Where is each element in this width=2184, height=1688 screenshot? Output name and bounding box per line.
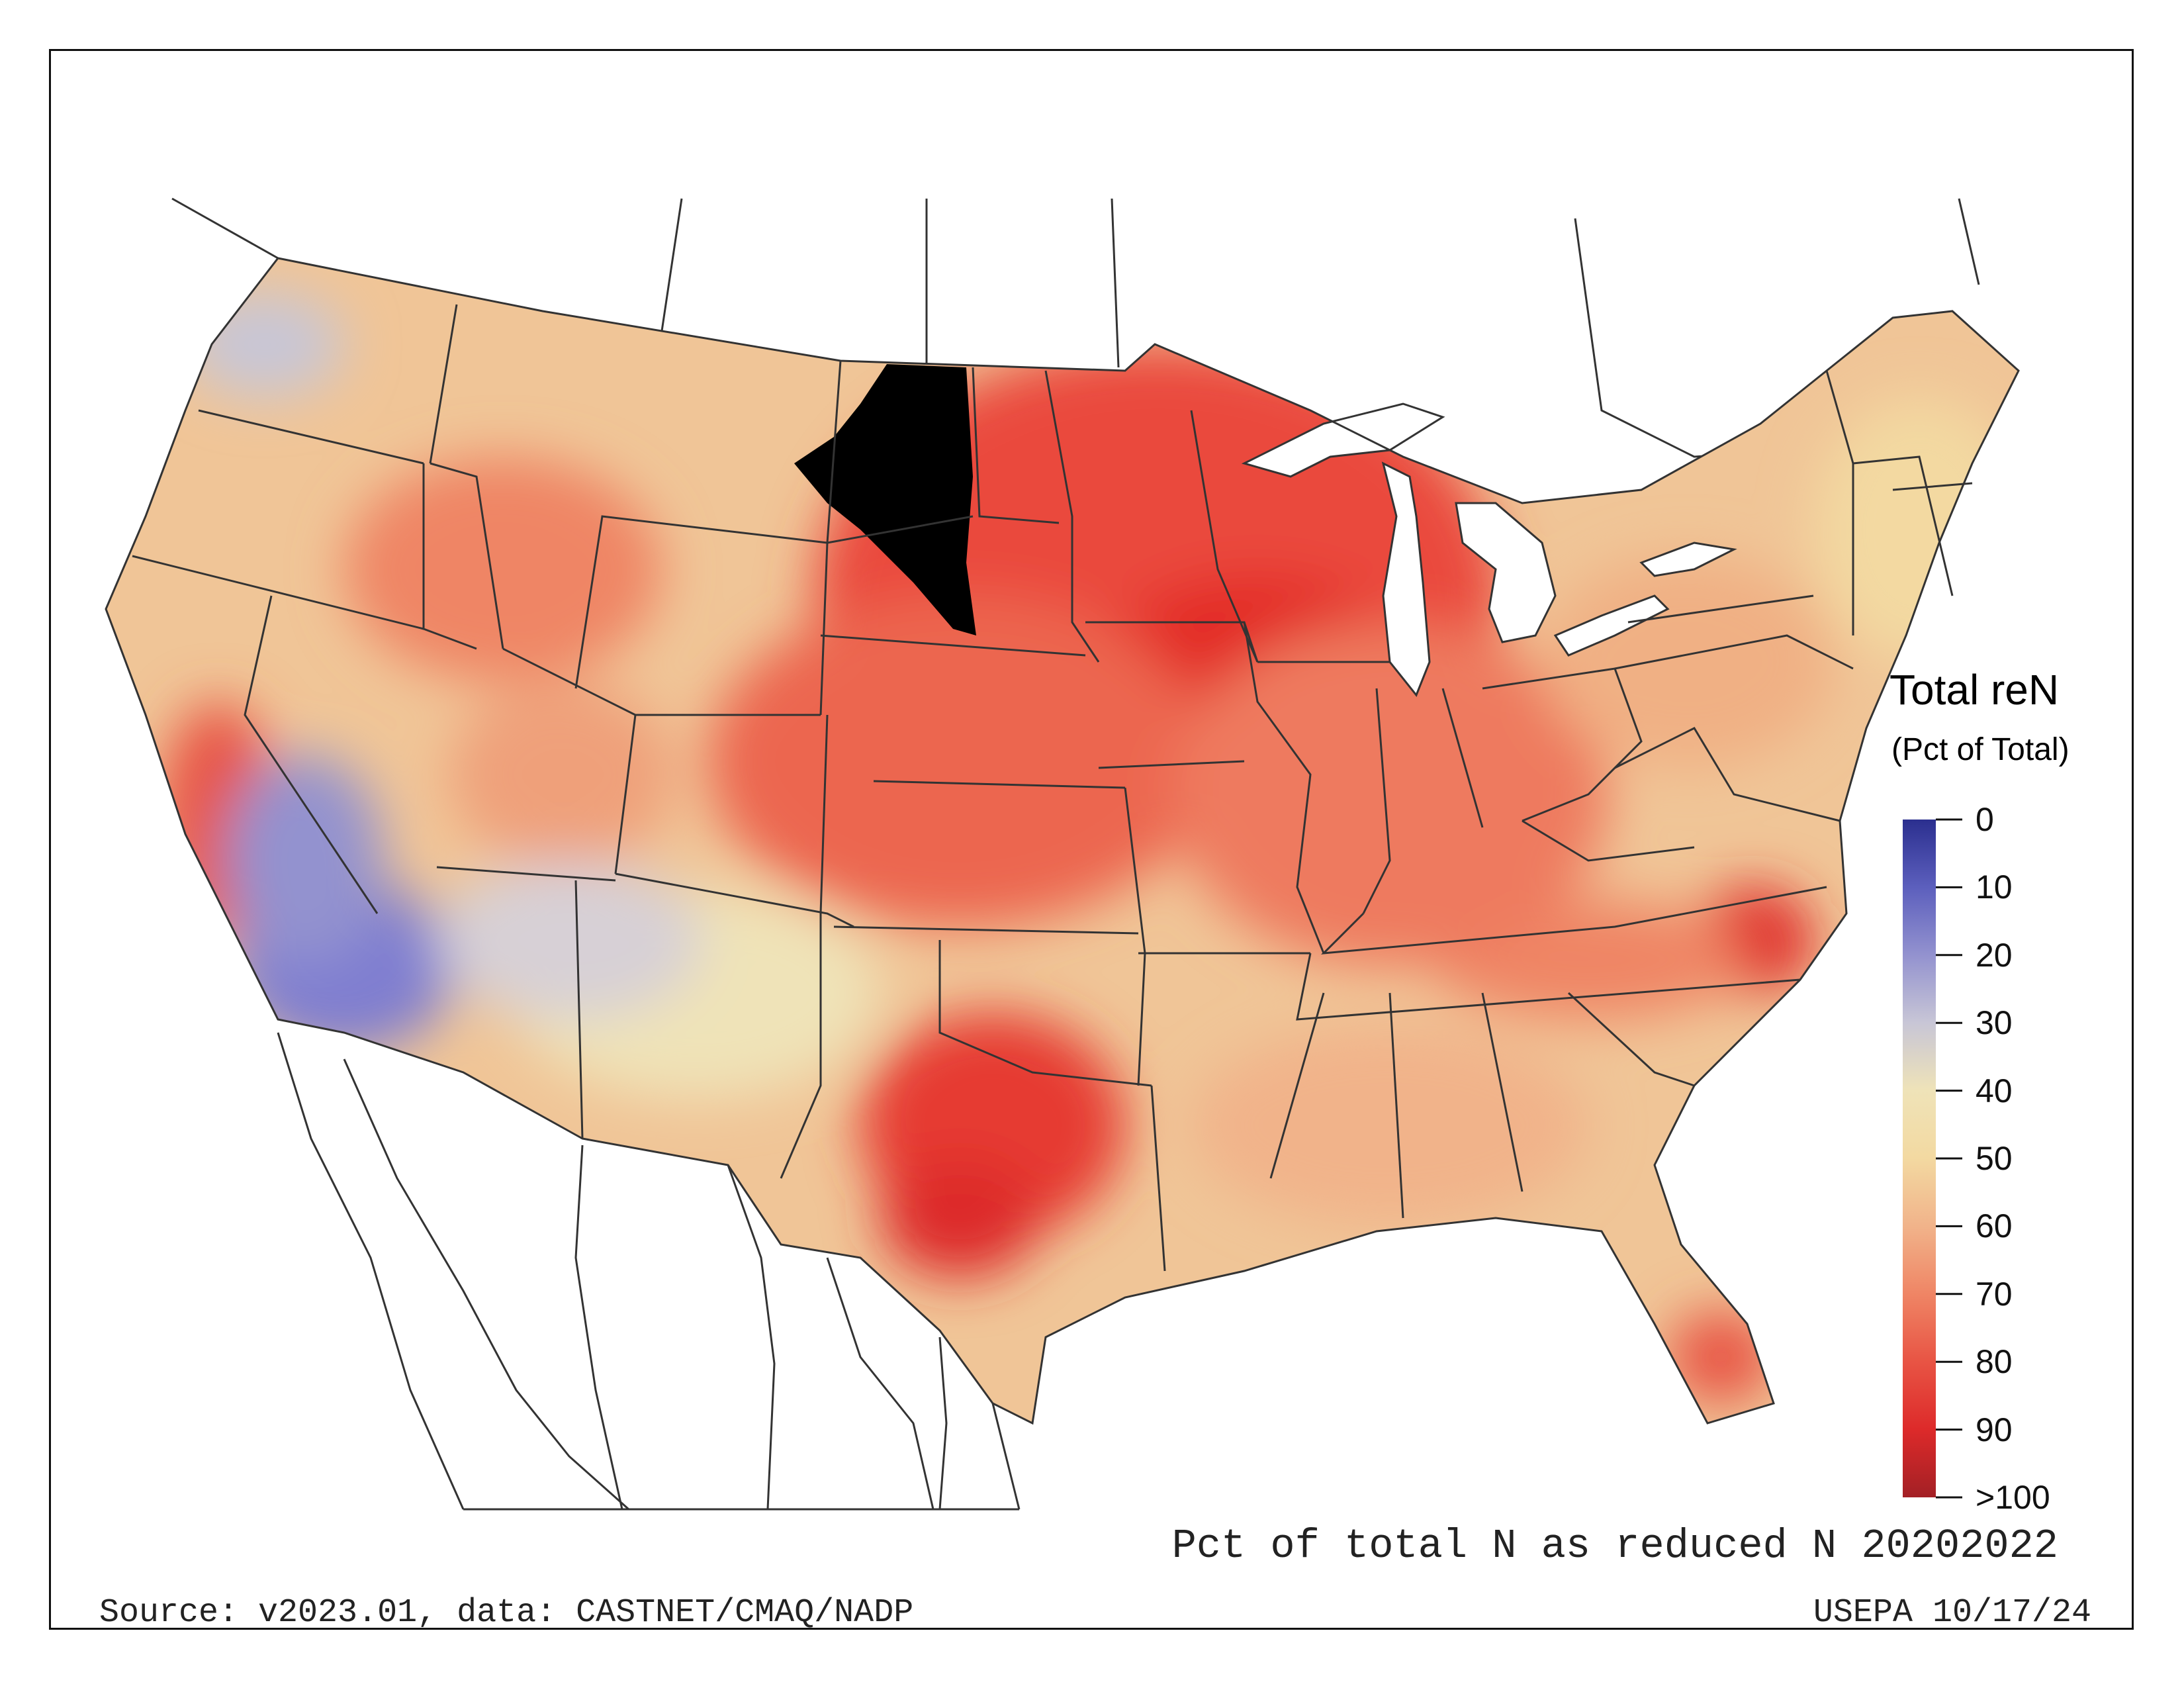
legend-tick-label: 20 (1976, 936, 2013, 974)
legend-tick-label: 0 (1976, 801, 1994, 838)
legend-tick-label: 60 (1976, 1207, 2013, 1245)
water-bodies (1241, 402, 1737, 697)
legend-tick-label: 80 (1976, 1343, 2013, 1381)
state-boundaries (105, 257, 2020, 1425)
legend-tick-label: 70 (1976, 1275, 2013, 1313)
map-caption: Pct of total N as reduced N 20202022 (1171, 1523, 2058, 1570)
no-data-region (794, 364, 976, 635)
legend-tick-label: 40 (1976, 1072, 2013, 1109)
legend-tick-label: 30 (1976, 1004, 2013, 1042)
neighbor-boundaries (171, 197, 1980, 1511)
source-note: Source: v2023.01, data: CASTNET/CMAQ/NAD… (99, 1594, 914, 1632)
legend-tick-label: 90 (1976, 1411, 2013, 1448)
legend-tick-label: 50 (1976, 1140, 2013, 1177)
legend-colorbar (1903, 820, 1936, 1497)
legend-tick-label: 10 (1976, 868, 2013, 906)
legend-ticks (1936, 818, 1962, 1499)
legend-tick-label: >100 (1976, 1479, 2050, 1516)
agency-date: USEPA 10/17/24 (1813, 1594, 2091, 1632)
legend-subtitle: (Pct of Total) (1891, 732, 2070, 767)
legend-title: Total reN (1889, 666, 2060, 714)
deposition-field (106, 258, 2019, 1423)
